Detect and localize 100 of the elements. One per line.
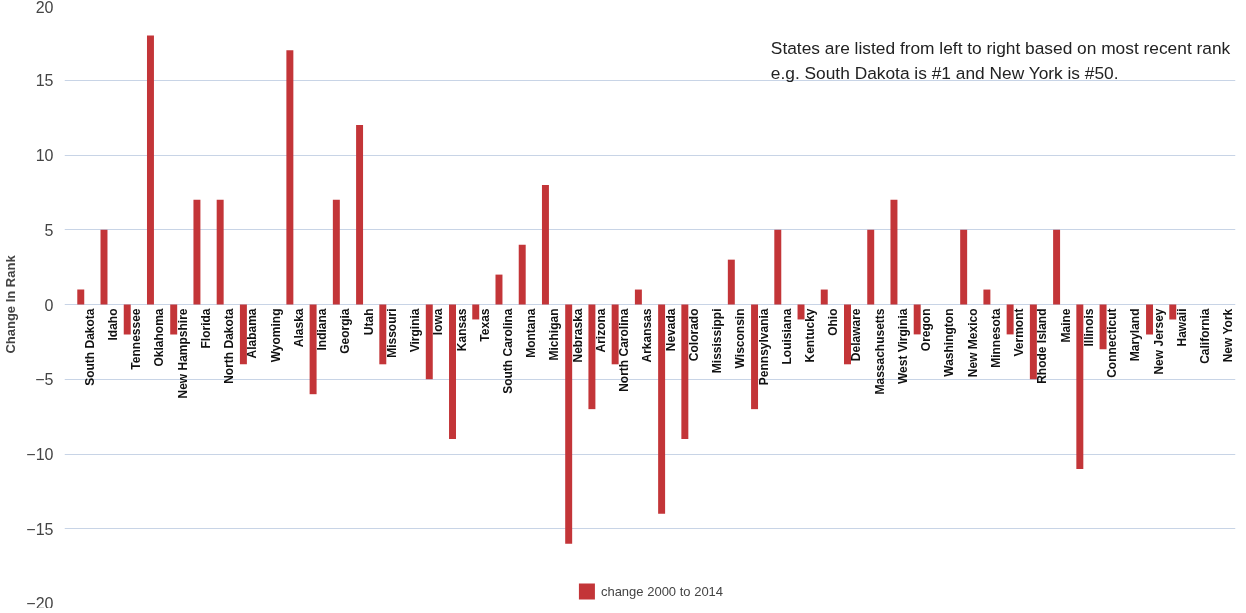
x-tick-label: Vermont <box>1012 308 1027 357</box>
x-tick-label: Virginia <box>408 308 423 353</box>
x-tick-label: North Carolina <box>617 308 632 392</box>
bar <box>379 304 387 365</box>
x-tick-label: Alaska <box>291 308 306 348</box>
x-tick-label: Nebraska <box>570 308 585 363</box>
bar <box>844 304 851 365</box>
x-tick-label: Missouri <box>384 308 399 358</box>
y-tick-label: −15 <box>26 520 54 538</box>
bar <box>495 274 503 305</box>
x-tick-label: Arizona <box>593 308 608 353</box>
x-tick-label: California <box>1198 308 1212 364</box>
bar <box>960 229 968 305</box>
bar <box>425 304 433 380</box>
x-tick-label: Colorado <box>686 308 701 362</box>
annotation: e.g. South Dakota is #1 and New York is #50. <box>770 63 1119 84</box>
bar <box>890 199 898 305</box>
y-tick-label: −10 <box>26 446 54 463</box>
bar <box>449 304 456 440</box>
x-tick-label: Kansas <box>454 308 469 352</box>
y-tick-label: 20 <box>35 0 54 16</box>
y-axis-title: Change In Rank <box>3 254 19 354</box>
y-tick-label: 0 <box>44 296 54 314</box>
x-tick-label: Maryland <box>1128 308 1143 362</box>
x-tick-label: Louisiana <box>779 308 794 365</box>
legend-label: change 2000 to 2014 <box>600 583 724 599</box>
x-tick-label: Indiana <box>315 308 330 351</box>
x-tick-label: Michigan <box>547 308 562 361</box>
bar <box>239 304 247 365</box>
y-tick-label: 10 <box>35 147 54 164</box>
bar <box>913 304 921 335</box>
x-tick-label: Pennsylvania <box>756 308 771 386</box>
bar <box>611 304 619 365</box>
bar <box>1099 304 1107 350</box>
bar <box>332 199 340 305</box>
bar <box>820 289 828 305</box>
x-tick-label: Tennessee <box>129 308 144 370</box>
bar <box>634 289 642 305</box>
bar <box>588 304 596 410</box>
x-tick-label: Mississippi <box>710 308 725 374</box>
bar <box>541 184 549 305</box>
bar <box>123 304 131 335</box>
bar <box>472 304 480 320</box>
bar <box>751 304 759 410</box>
x-tick-label: Iowa <box>431 308 446 336</box>
x-tick-label: New Jersey <box>1151 308 1166 375</box>
annotation: States are listed from left to right based on most recent rank <box>770 37 1231 58</box>
x-tick-label: South Carolina <box>500 308 515 394</box>
x-tick-label: Florida <box>198 308 213 349</box>
x-tick-label: Rhode Island <box>1035 308 1050 384</box>
y-tick-label: −20 <box>26 594 54 612</box>
x-tick-label: Illinois <box>1081 308 1096 347</box>
x-tick-label: Maine <box>1058 308 1073 343</box>
bar <box>983 289 991 305</box>
x-tick-label: Idaho <box>106 308 120 341</box>
x-tick-label: South Dakota <box>82 308 97 386</box>
x-tick-label: New York <box>1221 308 1236 363</box>
bar <box>727 259 735 305</box>
bar <box>867 229 875 305</box>
x-tick-label: Hawaii <box>1174 308 1189 347</box>
x-tick-label: Nevada <box>663 308 678 352</box>
bar <box>356 125 364 305</box>
x-tick-label: New Mexico <box>965 308 980 378</box>
bar <box>170 304 178 335</box>
bar <box>658 304 666 514</box>
x-tick-label: Delaware <box>849 308 864 362</box>
bar <box>193 199 201 305</box>
x-tick-label: Montana <box>524 308 539 358</box>
x-tick-label: Arkansas <box>640 308 655 363</box>
bar <box>1029 304 1037 380</box>
x-tick-label: Oregon <box>919 308 934 352</box>
x-tick-label: Oklahoma <box>152 308 167 367</box>
bar <box>309 304 317 395</box>
bar <box>1006 304 1014 335</box>
x-tick-label: West Virginia <box>895 308 910 385</box>
bar <box>565 304 573 544</box>
bar <box>681 304 689 440</box>
bar <box>518 244 526 305</box>
bar <box>774 229 782 305</box>
x-tick-label: Washington <box>942 308 957 377</box>
y-tick-label: 15 <box>35 72 54 90</box>
x-tick-label: Wisconsin <box>733 308 748 369</box>
bar <box>1146 304 1154 335</box>
bar <box>77 289 85 305</box>
x-tick-label: North Dakota <box>222 308 237 384</box>
bar <box>797 304 805 320</box>
y-tick-label: −5 <box>35 371 54 389</box>
bar <box>216 199 224 305</box>
y-tick-label: 5 <box>44 221 54 239</box>
x-tick-label: Ohio <box>826 308 841 336</box>
bar <box>1053 229 1061 305</box>
x-tick-label: Alabama <box>245 308 260 359</box>
x-tick-label: Georgia <box>338 308 353 354</box>
x-tick-label: Connecticut <box>1105 308 1120 378</box>
x-tick-label: Utah <box>361 308 376 336</box>
bar <box>286 50 294 305</box>
bar <box>146 35 154 305</box>
x-tick-label: Texas <box>477 308 492 342</box>
bar <box>1169 304 1177 320</box>
bar <box>1076 304 1084 469</box>
